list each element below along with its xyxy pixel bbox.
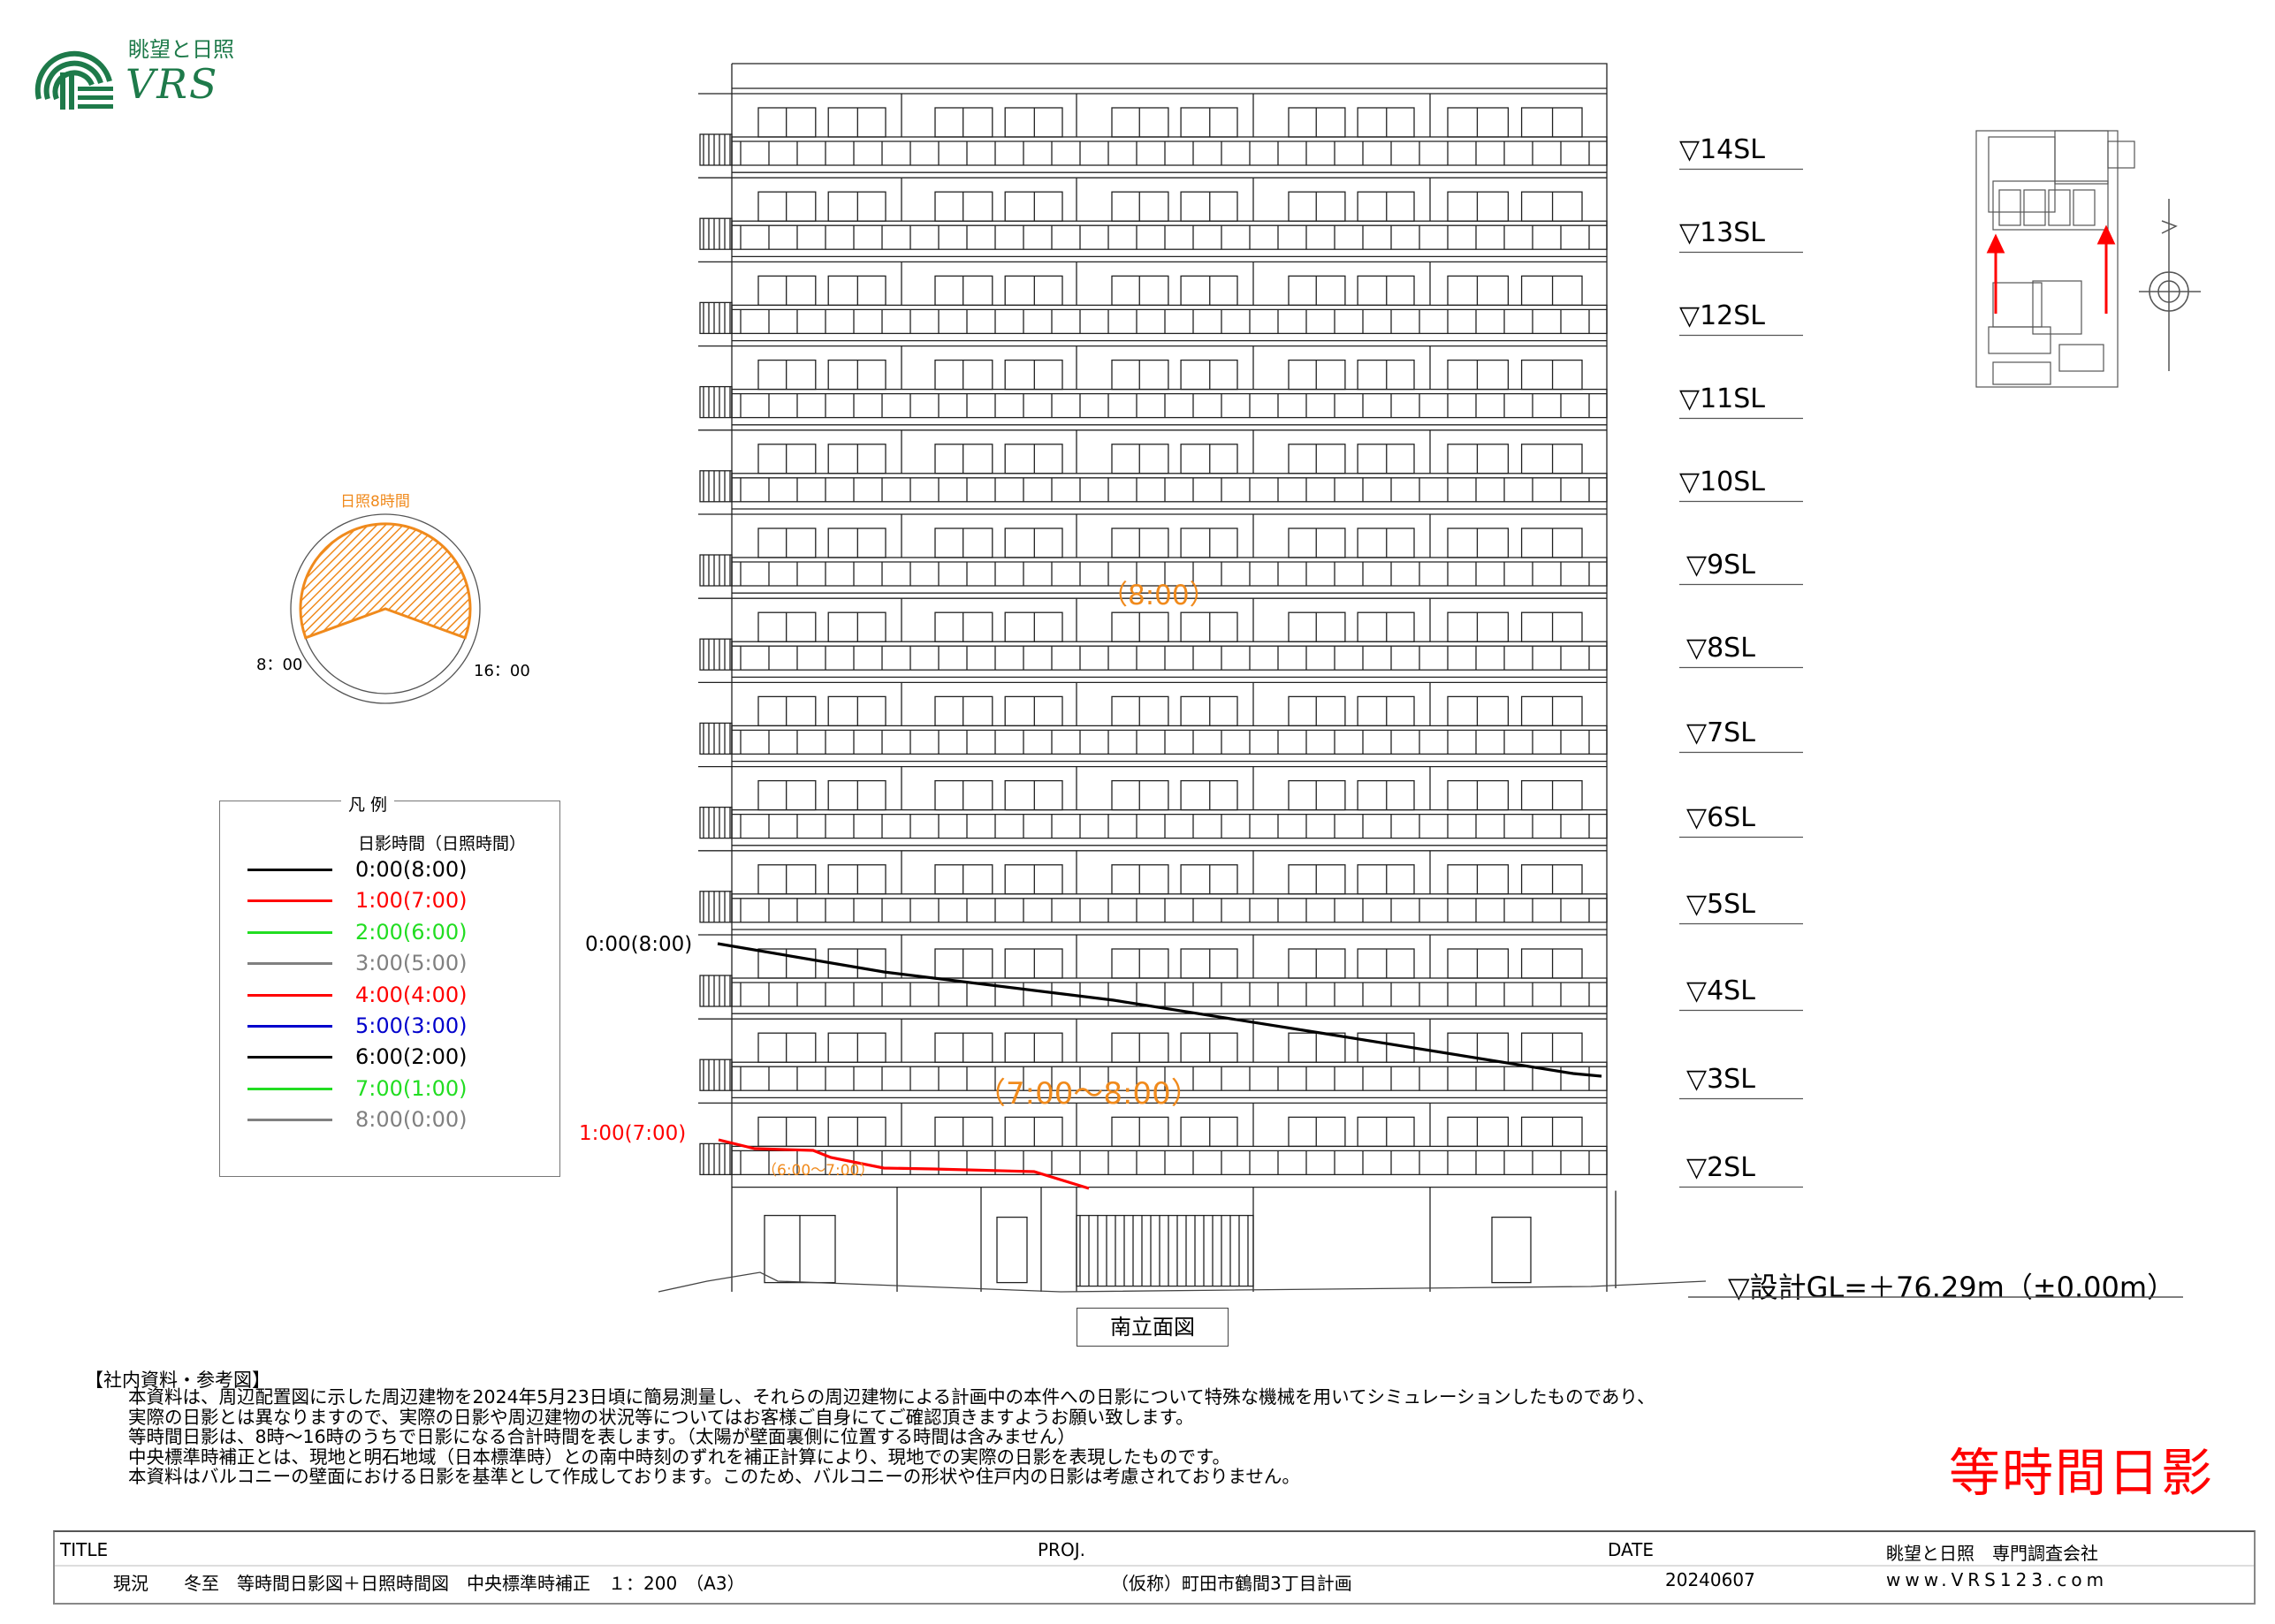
legend-item: 0:00(8:00) [247, 857, 548, 884]
level-underline [1679, 922, 1803, 925]
level-label: ▽12SL [1679, 300, 1766, 331]
level-underline [1679, 666, 1803, 669]
brand-name-jp: 眺望と日照 [128, 37, 234, 62]
level-label: ▽14SL [1679, 134, 1766, 165]
note-line: 実際の日影とは異なりますので、実際の日影や周辺建物の状況等についてはお客様ご自身… [128, 1406, 1194, 1428]
legend-subtitle: 日影時間（日照時間） [358, 834, 527, 854]
north-arrow-icon [2139, 199, 2201, 371]
level-label: ▽10SL [1679, 467, 1766, 497]
legend-item: 6:00(2:00) [247, 1044, 548, 1071]
shadow-line-0h [717, 942, 1602, 1078]
legend-label: 3:00(5:00) [355, 951, 468, 976]
level-underline [1679, 583, 1803, 586]
legend-label: 6:00(2:00) [355, 1044, 468, 1070]
legend-line-swatch [247, 869, 332, 871]
legend-item: 7:00(1:00) [247, 1076, 548, 1103]
legend-item: 4:00(4:00) [247, 983, 548, 1009]
proj-label: PROJ. [1038, 1539, 1085, 1560]
level-label: ▽4SL [1686, 975, 1755, 1006]
level-underline [1679, 1186, 1803, 1188]
level-label: ▽13SL [1679, 217, 1766, 248]
note-line: 中央標準時補正とは、現地と明石地域（日本標準時）との南中時刻のずれを補正計算によ… [128, 1446, 1231, 1468]
legend-line-swatch [247, 930, 332, 934]
level-underline [1679, 417, 1803, 420]
shadow-line-label-0h: 0:00(8:00) [585, 933, 693, 956]
building-elevation [698, 63, 1617, 1292]
legend-title: 凡 例 [341, 792, 395, 816]
company-url: www.VRS123.com [1886, 1569, 2109, 1590]
sunshine-hours-wedge [299, 522, 472, 640]
shadow-line-1h [718, 1138, 1090, 1190]
notes-heading: 【社内資料・参考図】 [85, 1370, 270, 1391]
note-line: 本資料は、周辺配置図に示した周辺建物を2024年5月23日頃に簡易測量し、それら… [128, 1386, 1655, 1408]
brand-name-en: VRS [126, 60, 219, 108]
legend-line-swatch [247, 1025, 332, 1028]
note-line: 等時間日影は、8時～16時のうちで日影になる合計時間を表します。（太陽が壁面裏側… [128, 1426, 1076, 1447]
sun-end-time: 16：00 [474, 662, 530, 680]
level-label: ▽6SL [1686, 802, 1755, 833]
legend-item: 8:00(0:00) [247, 1107, 548, 1134]
level-underline [1679, 1097, 1803, 1100]
level-underline [1679, 751, 1803, 754]
level-label: ▽3SL [1686, 1064, 1755, 1095]
document-stamp: 等時間日影 [1949, 1443, 2215, 1503]
sun-diagram [290, 513, 481, 704]
legend-line-swatch [247, 899, 332, 903]
legend-line-swatch [247, 1119, 332, 1122]
legend-item: 3:00(5:00) [247, 951, 548, 977]
zone-label-middle: （7:00～8:00） [976, 1076, 1201, 1112]
legend-label: 2:00(6:00) [355, 919, 468, 945]
zone-label-lower: （6:00～7:00） [762, 1162, 875, 1180]
key-plan-arrows [1986, 224, 2116, 314]
sun-start-time: 8：00 [256, 656, 303, 674]
sun-diagram-title: 日照8時間 [340, 493, 410, 511]
level-underline [1679, 334, 1803, 337]
legend-item: 2:00(6:00) [247, 920, 548, 946]
gl-underline [1688, 1296, 2183, 1298]
legend-line-swatch [247, 993, 332, 997]
legend-label: 5:00(3:00) [355, 1013, 468, 1038]
view-name: 南立面図 [1077, 1308, 1229, 1347]
title-block: TITLE 現況 冬至 等時間日影図＋日照時間図 中央標準時補正 １：200 （… [53, 1530, 2256, 1605]
legend-line-swatch [247, 962, 332, 966]
title-label: TITLE [60, 1539, 109, 1560]
legend-label: 1:00(7:00) [355, 888, 468, 914]
level-label: ▽9SL [1686, 550, 1755, 581]
level-underline [1679, 1009, 1803, 1012]
legend-item: 5:00(3:00) [247, 1013, 548, 1040]
legend-item: 1:00(7:00) [247, 888, 548, 914]
date-label: DATE [1608, 1539, 1655, 1560]
legend-label: 4:00(4:00) [355, 982, 468, 1007]
level-label: ▽8SL [1686, 633, 1755, 664]
legend-line-swatch [247, 1056, 332, 1059]
level-underline [1679, 500, 1803, 503]
level-label: ▽7SL [1686, 717, 1755, 748]
vrs-logo-icon [34, 50, 113, 110]
level-label: ▽2SL [1686, 1152, 1755, 1183]
note-line: 本資料はバルコニーの壁面における日影を基準として作成しております。このため、バル… [128, 1466, 1300, 1487]
date-value: 20240607 [1665, 1569, 1755, 1590]
legend-line-swatch [247, 1087, 332, 1090]
title-value: 現況 冬至 等時間日影図＋日照時間図 中央標準時補正 １：200 （A3） [113, 1573, 745, 1594]
legend-label: 8:00(0:00) [355, 1107, 468, 1133]
proj-value: （仮称）町田市鶴間3丁目計画 [1111, 1573, 1352, 1594]
legend-label: 7:00(1:00) [355, 1075, 468, 1101]
zone-label-upper: （8:00） [1100, 580, 1217, 611]
level-label: ▽5SL [1686, 889, 1755, 920]
key-plan [1975, 130, 2135, 388]
level-underline [1679, 836, 1803, 839]
level-underline [1679, 251, 1803, 254]
shadow-line-label-1h: 1:00(7:00) [579, 1122, 687, 1145]
ground-line [658, 1271, 1707, 1293]
legend-label: 0:00(8:00) [355, 857, 468, 882]
level-underline [1679, 168, 1803, 171]
design-gl-label: ▽設計GL=＋76.29m（±0.00m） [1728, 1271, 2176, 1304]
level-label: ▽11SL [1679, 383, 1766, 414]
company-name: 眺望と日照 専門調査会社 [1886, 1543, 2098, 1564]
